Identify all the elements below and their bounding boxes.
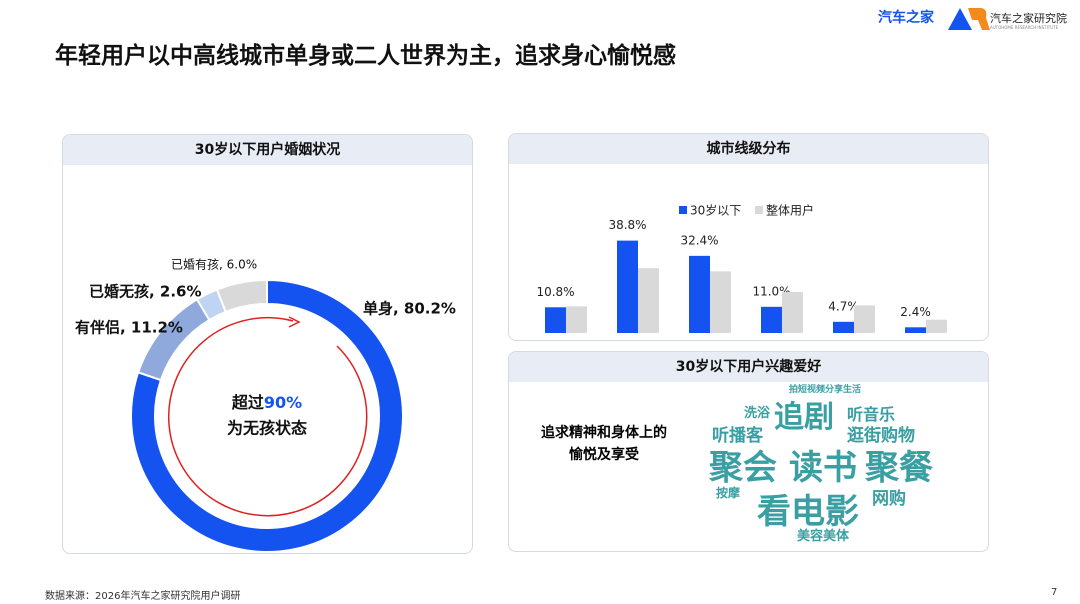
bar [566, 306, 587, 333]
logo-shape [948, 8, 972, 30]
word: 按摩 [716, 486, 741, 500]
panel-title: 城市线级分布 [509, 134, 988, 164]
annotation-part: 90% [264, 393, 302, 412]
decor-circle [167, 316, 368, 517]
value-label: 单身, 80.2% [363, 300, 456, 318]
annotation: 为无孩状态 [227, 419, 307, 438]
source: 数据来源：2026年汽车之家研究院用户调研 [45, 591, 241, 602]
decor-arrow [288, 316, 301, 328]
annotation: 超过90% [231, 393, 302, 412]
legend-swatch [755, 206, 763, 214]
donut-slice [136, 298, 211, 382]
donut-slice [215, 278, 268, 314]
bar [926, 319, 947, 333]
bar [782, 292, 803, 333]
word: 聚会 [709, 448, 777, 488]
caption: 追求精神和身体上的 [541, 425, 667, 441]
panel-title: 30岁以下用户兴趣爱好 [509, 352, 988, 382]
interest-panel: 30岁以下用户兴趣爱好 追求精神和身体上的 愉悦及享受 拍短视频分享生活洗浴 追剧… [508, 351, 989, 552]
value-label: 32.4% [680, 233, 718, 247]
bar [710, 271, 731, 333]
bar [761, 306, 782, 333]
word: 逛街购物 [847, 426, 915, 446]
bar [689, 255, 710, 333]
bar [905, 327, 926, 333]
page-number: 7 [1051, 587, 1058, 598]
value-label: 4.7% [828, 299, 859, 313]
bar [617, 240, 638, 333]
value-label: 11.0% [752, 284, 790, 298]
bar [833, 321, 854, 333]
value-label: 有伴侣, 11.2% [75, 319, 183, 337]
logo-mark [948, 8, 990, 30]
marriage-panel: 30岁以下用户婚姻状况 单身, 80.2% 有伴侣, 11.2% 已婚无孩, 2.6… [62, 134, 473, 554]
value-label: 已婚有孩, 6.0% [171, 258, 257, 272]
word: 拍短视频分享生活 [789, 385, 862, 395]
word: 洗浴 [744, 406, 771, 421]
legend-swatch [679, 206, 687, 214]
donut-chart: 单身, 80.2% 有伴侣, 11.2% 已婚无孩, 2.6% 已婚有孩, 6.0% 超… [75, 258, 456, 553]
institute-name: 汽车之家研究院 [990, 12, 1067, 25]
city-panel: 城市线级分布 30岁以下 10.8% 38.8% 32.4% 11.0% 4.7% 2.4%… [508, 133, 989, 341]
caption: 愉悦及享受 [569, 447, 639, 463]
word: 美容美体 [797, 529, 850, 544]
logo-shape [968, 8, 990, 30]
value-label: 10.8% [536, 285, 574, 299]
word: 网购 [872, 489, 906, 509]
slide-title: 年轻用户以中高线城市单身或二人世界为主，追求身心愉悦感 [55, 43, 676, 69]
value-label: 已婚无孩, 2.6% [89, 283, 202, 301]
logo: 汽车之家 [878, 10, 934, 26]
legend-label: 30岁以下 [690, 203, 741, 218]
bar [545, 307, 566, 333]
word: 听音乐 [847, 405, 896, 424]
institute-en: AUTOHOME RESEARCH INSTITUTE [990, 25, 1059, 30]
bar-chart: 30岁以下10.8%38.8%32.4%11.0%4.7%2.4%整体用户一线城… [536, 203, 947, 333]
word: 听播客 [712, 426, 763, 446]
bar [638, 268, 659, 333]
panel-title: 30岁以下用户婚姻状况 [63, 135, 472, 165]
value-label: 38.8% [608, 218, 646, 232]
word: 读书 [789, 448, 857, 488]
annotation-part: 超过 [231, 393, 264, 412]
word: 追剧 [774, 400, 834, 435]
bar [854, 305, 875, 333]
word: 聚餐 [865, 448, 933, 488]
legend-label: 整体用户 [766, 203, 814, 218]
value-label: 2.4% [900, 305, 931, 319]
donut-slice [130, 278, 404, 553]
word: 看电影 [757, 492, 859, 532]
